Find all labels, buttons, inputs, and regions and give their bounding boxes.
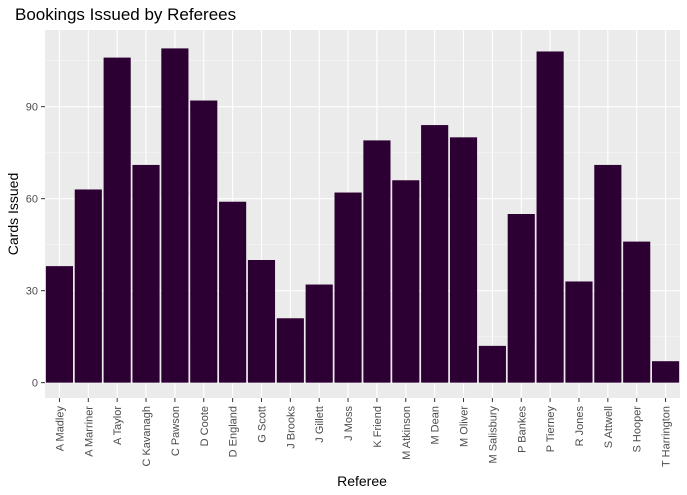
y-tick-label: 0 [32, 378, 38, 390]
bar [392, 180, 420, 383]
y-tick-label: 30 [26, 286, 38, 298]
bar [565, 281, 593, 383]
x-tick-label: M Dean [430, 406, 442, 445]
bar [334, 192, 362, 383]
bar [161, 48, 189, 383]
bar [478, 345, 506, 383]
y-tick-label: 60 [26, 194, 38, 206]
bar [594, 164, 622, 383]
bars [45, 48, 680, 383]
x-tick-label: J Brooks [285, 406, 297, 449]
bar [421, 125, 449, 383]
bar [507, 214, 535, 383]
x-axis: A Madley A Marriner A Taylor C Kavanagh C Pa… [54, 398, 673, 467]
y-axis: 0 30 60 90 [26, 102, 45, 390]
x-tick-label: C Pawson [170, 406, 182, 456]
x-tick-label: M Salisbury [487, 406, 499, 464]
x-tick-label: S Attwell [603, 406, 615, 448]
x-tick-label: P Bankes [516, 406, 528, 453]
bar [190, 100, 218, 383]
x-tick-label: C Kavanagh [141, 406, 153, 467]
x-tick-label: J Moss [343, 406, 355, 441]
bar [247, 260, 276, 383]
x-tick-label: J Gillett [314, 406, 326, 443]
bar [45, 266, 73, 383]
x-tick-label: P Tierney [545, 406, 557, 453]
x-tick-label: S Hooper [632, 406, 644, 453]
chart-title: Bookings Issued by Referees [15, 5, 236, 24]
bar [449, 137, 478, 383]
bar [305, 284, 333, 383]
bar [74, 189, 102, 383]
bar [623, 241, 651, 383]
x-axis-title: Referee [337, 473, 387, 489]
x-tick-label: D England [228, 406, 240, 457]
bar [363, 140, 391, 383]
x-tick-label: G Scott [256, 406, 268, 443]
x-tick-label: K Friend [372, 406, 384, 448]
y-tick-label: 90 [26, 102, 38, 114]
x-tick-label: A Taylor [112, 406, 124, 445]
bar [103, 57, 131, 383]
bar [219, 201, 247, 383]
x-tick-label: R Jones [574, 406, 586, 447]
bar [652, 361, 680, 383]
bar [132, 164, 160, 383]
y-axis-title: Cards Issued [5, 173, 21, 255]
bar [276, 318, 304, 383]
x-tick-label: M Oliver [459, 406, 471, 447]
x-tick-label: M Atkinson [401, 406, 413, 460]
x-tick-label: T Harrington [661, 406, 673, 467]
bar [536, 51, 564, 383]
x-tick-label: A Marriner [83, 406, 95, 457]
x-tick-label: D Coote [199, 406, 211, 446]
x-tick-label: A Madley [54, 406, 66, 452]
